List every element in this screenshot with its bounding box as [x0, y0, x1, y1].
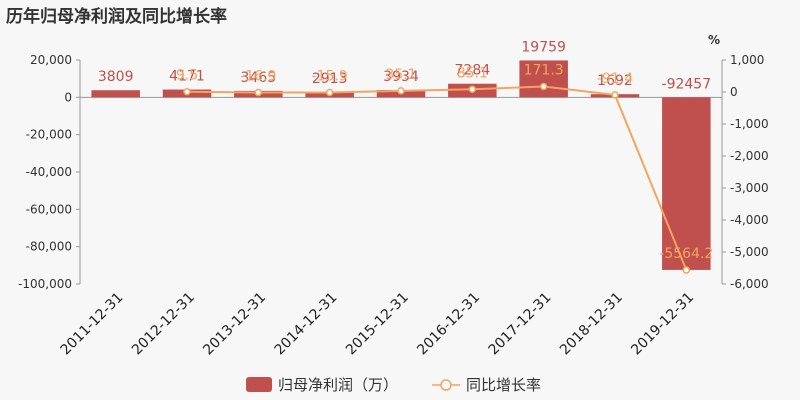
x-tick-label: 2017-12-31	[486, 290, 555, 359]
growth-label: 85.1	[457, 65, 488, 81]
left-tick-label: -40,000	[26, 165, 72, 179]
growth-point	[611, 91, 619, 99]
growth-label: -16.9	[240, 69, 276, 85]
bar	[662, 97, 711, 270]
growth-label: 9.5	[176, 68, 198, 84]
x-tick-label: 2019-12-31	[628, 290, 697, 359]
right-tick-label: -5,000	[730, 245, 769, 259]
bar-label: 4171	[169, 69, 205, 85]
bar	[91, 90, 140, 98]
right-tick-label: -4,000	[730, 213, 769, 227]
right-tick-label: 1,000	[730, 53, 764, 67]
x-tick-label: 2015-12-31	[343, 290, 412, 359]
bar-label: 2913	[312, 71, 348, 87]
bar-label: 3465	[241, 70, 277, 86]
right-axis-unit: %	[708, 33, 720, 47]
legend-bar-swatch	[246, 377, 272, 392]
growth-point	[397, 87, 405, 95]
growth-label: -91.4	[597, 71, 633, 87]
legend-line-label: 同比增长率	[466, 376, 541, 394]
right-tick-label: -2,000	[730, 149, 769, 163]
growth-point	[468, 85, 477, 94]
right-tick-label: -3,000	[730, 181, 769, 195]
growth-label: -15.9	[312, 69, 348, 85]
x-tick-label: 2016-12-31	[414, 290, 483, 359]
growth-point	[682, 266, 691, 274]
left-tick-label: -80,000	[26, 240, 72, 254]
x-tick-label: 2014-12-31	[272, 290, 341, 359]
legend-line-marker	[440, 379, 452, 391]
growth-point	[254, 88, 263, 97]
bar-label: 7284	[455, 63, 491, 79]
x-tick-label: 2012-12-31	[129, 290, 198, 359]
growth-line	[186, 85, 688, 271]
left-tick-label: -20,000	[26, 128, 72, 142]
right-tick-label: -6,000	[730, 277, 769, 291]
bar-label: 1692	[597, 73, 633, 89]
left-tick-label: -60,000	[26, 202, 72, 216]
growth-label: 35.1	[385, 67, 416, 83]
left-tick-label: 20,000	[30, 53, 72, 67]
x-tick-label: 2011-12-31	[58, 290, 127, 359]
growth-label: -5564.2	[659, 246, 713, 262]
left-tick-label: -100,000	[18, 277, 72, 291]
chart-title: 历年归母净利润及同比增长率	[6, 7, 227, 27]
growth-point	[539, 82, 548, 91]
right-tick-label: 0	[730, 85, 738, 99]
legend-bar-label: 归母净利润（万）	[278, 376, 398, 394]
growth-point	[325, 88, 334, 97]
growth-point	[183, 87, 191, 96]
x-tick-label: 2013-12-31	[200, 290, 269, 359]
bar	[519, 60, 568, 98]
bar-label: 19759	[521, 39, 566, 55]
growth-label: 171.3	[524, 63, 564, 79]
bar-label: -92457	[662, 76, 712, 92]
bar-label: 3934	[383, 69, 419, 85]
right-tick-label: -1,000	[730, 117, 769, 131]
left-tick-label: 0	[64, 90, 72, 104]
bar-label: 3809	[98, 69, 134, 85]
x-tick-label: 2018-12-31	[557, 290, 626, 359]
